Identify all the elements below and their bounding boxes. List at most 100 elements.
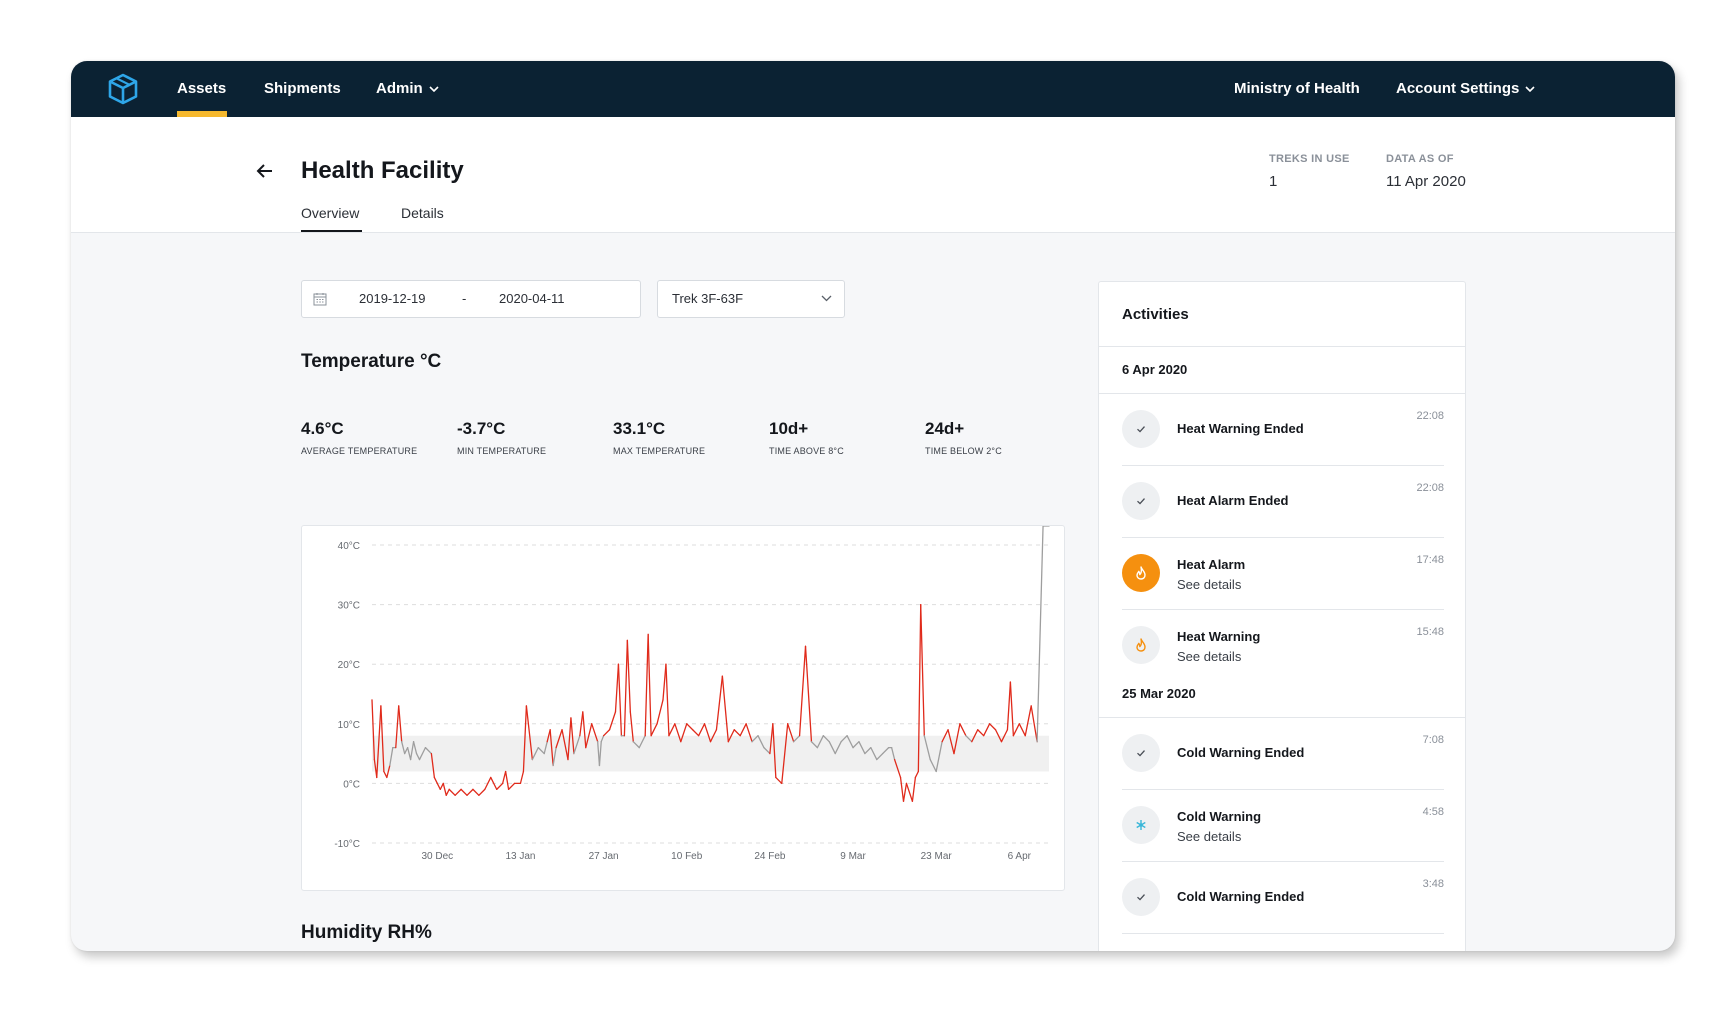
activity-title: Heat Warning — [1177, 629, 1261, 644]
temperature-series-segment — [442, 782, 447, 796]
temperature-series-segment — [727, 729, 735, 743]
activity-status-icon — [1122, 554, 1160, 592]
trek-select[interactable]: Trek 3F-63F — [657, 280, 845, 318]
temperature-series-segment — [472, 788, 480, 796]
activity-time: 7:08 — [1422, 734, 1444, 746]
temperature-series-segment — [549, 729, 554, 767]
temperature-series-segment — [647, 633, 652, 737]
temperature-chart[interactable]: 40°C 30°C 20°C 10°C 0°C -10°C 30 Dec 13 Jan 27 J… — [302, 525, 1066, 892]
chevron-down-icon — [1525, 86, 1535, 93]
nav-account-settings[interactable]: Account Settings — [1396, 61, 1535, 117]
temperature-series-segment — [935, 741, 943, 773]
temperature-series-segment — [959, 723, 967, 737]
stat-value: 4.6°C — [301, 419, 344, 438]
temperature-series-segment — [543, 741, 548, 755]
temperature-series-segment — [902, 782, 908, 802]
temperature-series-segment — [828, 741, 836, 755]
check-icon — [1137, 426, 1145, 433]
temperature-series-segment — [445, 788, 450, 796]
temperature-series-segment — [914, 770, 920, 779]
temperature-series-segment — [686, 723, 694, 731]
treks-in-use-label: TREKS IN USE — [1269, 153, 1350, 165]
temperature-series-segment — [1036, 525, 1044, 743]
activity-item[interactable]: Heat Alarm See details 17:48 — [1122, 538, 1444, 610]
temperature-series-segment — [519, 770, 525, 785]
temperature-series-segment — [629, 711, 634, 743]
date-to-input[interactable]: 2020-04-11 — [499, 291, 565, 306]
temperature-series-segment — [552, 746, 557, 767]
nav-assets[interactable]: Assets — [177, 80, 227, 97]
activity-status-icon — [1122, 878, 1160, 916]
activity-item[interactable]: Cold Warning Ended 3:48 — [1122, 862, 1444, 934]
temperature-series-segment — [466, 788, 474, 796]
temperature-series-segment — [404, 746, 409, 755]
activity-title: Cold Warning Ended — [1177, 889, 1305, 904]
temperature-series-segment — [994, 729, 1003, 743]
nav-active-indicator — [177, 111, 227, 117]
temperature-series-segment — [911, 776, 917, 802]
see-details-link[interactable]: See details — [1177, 649, 1242, 664]
temperature-series-segment — [769, 723, 774, 755]
see-details-link[interactable]: See details — [1177, 577, 1242, 592]
temperature-series-segment — [436, 782, 441, 791]
temperature-series-segment — [484, 776, 492, 791]
activity-item[interactable]: Heat Warning See details 15:48 — [1122, 610, 1444, 682]
chevron-down-icon — [821, 295, 832, 302]
divider — [1099, 346, 1465, 347]
temperature-series-segment — [864, 746, 872, 755]
temperature-series-segment — [525, 705, 533, 761]
temperature-series-segment — [977, 729, 985, 737]
tab-overview[interactable]: Overview — [301, 205, 360, 221]
tab-details[interactable]: Details — [401, 205, 444, 221]
temperature-series-segment — [697, 723, 706, 737]
temperature-series-segment — [522, 705, 528, 773]
temperature-series-segment — [567, 717, 572, 761]
temperature-series-segment — [409, 741, 415, 761]
temperature-series-segment — [1030, 705, 1038, 743]
temperature-series-segment — [953, 723, 961, 755]
activity-item[interactable]: Cold Warning See details 4:58 — [1122, 790, 1444, 862]
activity-item[interactable]: Cold Warning Ended 7:08 — [1122, 718, 1444, 790]
temperature-series-segment — [504, 770, 510, 791]
date-separator: - — [462, 291, 467, 306]
activity-item[interactable]: Heat Warning Ended 22:08 — [1122, 394, 1444, 466]
nav-shipments[interactable]: Shipments — [264, 80, 341, 97]
temperature-series-segment — [507, 782, 516, 791]
date-range-picker[interactable]: 2019-12-19 - 2020-04-11 — [301, 280, 641, 318]
temperature-series-segment — [822, 735, 830, 743]
activity-time: 17:48 — [1416, 554, 1444, 566]
temperature-series-segment — [882, 746, 890, 755]
stat-value: -3.7°C — [457, 419, 506, 438]
box-logo-icon[interactable] — [105, 71, 141, 107]
nav-admin[interactable]: Admin — [376, 61, 439, 117]
temperature-series-segment — [1018, 723, 1026, 737]
temperature-series-segment — [454, 788, 462, 796]
temperature-series-segment — [579, 711, 584, 737]
temperature-series-segment — [531, 746, 539, 761]
temperature-series-segment — [858, 741, 866, 755]
top-navbar: Assets Shipments Admin Ministry of Healt… — [71, 61, 1675, 117]
temperature-series-segment — [478, 788, 486, 796]
back-arrow-icon[interactable] — [255, 161, 275, 181]
temperature-series-segment — [692, 729, 700, 737]
humidity-section-title: Humidity RH% — [301, 922, 432, 943]
temperature-series-segment — [709, 729, 718, 743]
stat-time-below: 24d+ TIME BELOW 2°C — [925, 419, 1002, 456]
temperature-chart-card: 40°C 30°C 20°C 10°C 0°C -10°C 30 Dec 13 Jan 27 J… — [301, 525, 1065, 891]
activity-time: 4:58 — [1422, 806, 1444, 818]
x-tick-label: 10 Feb — [671, 851, 703, 862]
temperature-series-segment — [650, 723, 658, 737]
nav-organization[interactable]: Ministry of Health — [1234, 80, 1360, 97]
date-from-input[interactable]: 2019-12-19 — [359, 291, 426, 306]
temperature-series-segment — [668, 723, 676, 737]
activity-status-icon — [1122, 806, 1160, 844]
temperature-series-segment — [929, 758, 937, 773]
stat-label: TIME ABOVE 8°C — [769, 446, 844, 456]
temperature-series-segment — [598, 741, 602, 767]
activity-item[interactable]: Heat Alarm Ended 22:08 — [1122, 466, 1444, 538]
see-details-link[interactable]: See details — [1177, 829, 1242, 844]
temperature-series-segment — [424, 746, 433, 755]
y-tick-label: 20°C — [338, 660, 360, 671]
temperature-series-segment — [757, 735, 765, 749]
activity-time: 15:48 — [1416, 626, 1444, 638]
